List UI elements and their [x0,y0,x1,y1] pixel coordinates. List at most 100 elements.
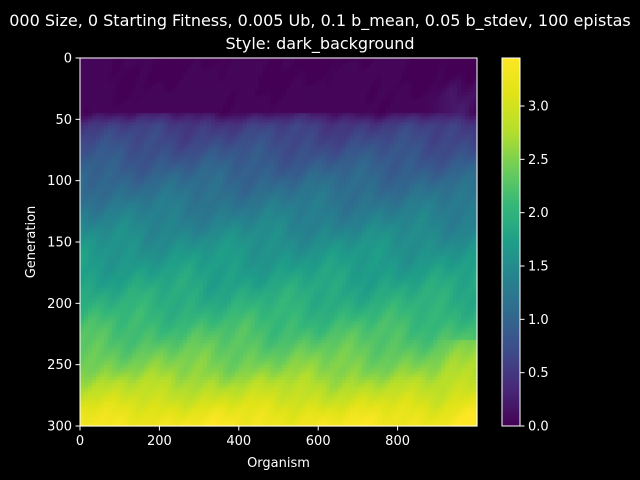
heatmap-cell [306,140,311,145]
heatmap-cell [163,140,168,145]
heatmap-cell [393,150,399,154]
heatmap-cell [119,91,125,96]
heatmap-cell [87,88,93,93]
heatmap-cell [461,140,466,145]
heatmap-cell [242,119,248,123]
heatmap-cell [175,88,180,93]
heatmap-cell [377,119,383,123]
heatmap-cell [167,128,172,133]
heatmap-cell [230,110,236,114]
heatmap-cell [262,137,268,142]
heatmap-cell [310,113,315,117]
heatmap-cell [107,67,113,71]
heatmap-cell [211,88,216,93]
heatmap-cell [282,140,288,145]
heatmap-cell [91,116,97,120]
heatmap-cell [302,137,307,142]
heatmap-cell [318,125,323,130]
heatmap-cell [433,146,438,151]
heatmap-cell [242,131,248,136]
heatmap-cell [345,61,351,65]
heatmap-cell [326,125,331,130]
heatmap-cell [433,140,438,145]
heatmap-cell [409,104,415,108]
heatmap-cell [111,82,117,87]
heatmap-cell [238,97,244,102]
heatmap-cell [349,94,355,99]
heatmap-cell [393,64,399,68]
heatmap-cell [95,128,101,133]
heatmap-cell [171,107,176,111]
heatmap-cell [441,91,446,96]
heatmap-cell [385,70,391,74]
heatmap-cell [274,79,280,84]
heatmap-cell [342,58,347,62]
heatmap-cell [429,143,434,148]
heatmap-cell [139,91,145,96]
heatmap-cell [338,97,343,102]
heatmap-cell [222,85,228,90]
heatmap-cell [171,143,176,148]
heatmap-cell [143,143,149,148]
heatmap-cell [330,150,335,154]
heatmap-cell [135,61,141,65]
heatmap-cell [246,116,252,120]
heatmap-cell [254,91,260,96]
heatmap-cell [290,73,295,77]
heatmap-cell [175,150,180,154]
heatmap-cell [429,76,434,81]
heatmap-cell [258,143,264,148]
heatmap-cell [441,64,446,68]
heatmap-cell [203,79,208,84]
heatmap-cell [99,153,105,157]
heatmap-cell [91,82,97,87]
heatmap-cell [294,61,299,65]
heatmap-cell [147,125,153,130]
heatmap-cell [171,134,176,139]
heatmap-cell [151,110,157,114]
heatmap-cell [290,153,295,157]
heatmap-cell [222,146,228,151]
heatmap-cell [349,104,355,108]
heatmap-cell [250,143,256,148]
heatmap-cell [385,61,391,65]
heatmap-cell [417,97,423,102]
heatmap-cell [457,73,462,77]
heatmap-cell [80,88,85,93]
heatmap-cell [429,110,434,114]
heatmap-cell [262,79,268,84]
heatmap-cell [361,91,367,96]
heatmap-cell [302,134,307,139]
heatmap-cell [258,73,264,77]
heatmap-cell [445,94,450,99]
heatmap-cell [278,88,284,93]
heatmap-cell [473,122,478,127]
heatmap-cell [155,67,160,71]
heatmap-cell [147,100,153,105]
heatmap-cell [365,131,371,136]
heatmap-cell [147,119,153,123]
heatmap-cell [473,88,478,93]
heatmap-cell [453,122,458,127]
heatmap-cell [274,67,280,71]
heatmap-cell [405,134,411,139]
heatmap-cell [222,97,228,102]
heatmap-cell [214,79,220,84]
heatmap-cell [433,113,438,117]
heatmap-cell [175,76,180,81]
heatmap-cell [195,85,200,90]
heatmap-cell [345,94,351,99]
heatmap-cell [238,113,244,117]
heatmap-cell [115,140,121,145]
heatmap-cell [207,113,212,117]
heatmap-cell [119,73,125,77]
heatmap-cell [413,128,419,133]
heatmap-cell [111,137,117,142]
heatmap-cell [425,140,430,145]
heatmap-cell [270,134,276,139]
heatmap-cell [230,85,236,90]
heatmap-cell [139,58,145,62]
heatmap-cell [381,58,387,62]
heatmap-cell [377,67,383,71]
heatmap-cell [211,82,216,87]
